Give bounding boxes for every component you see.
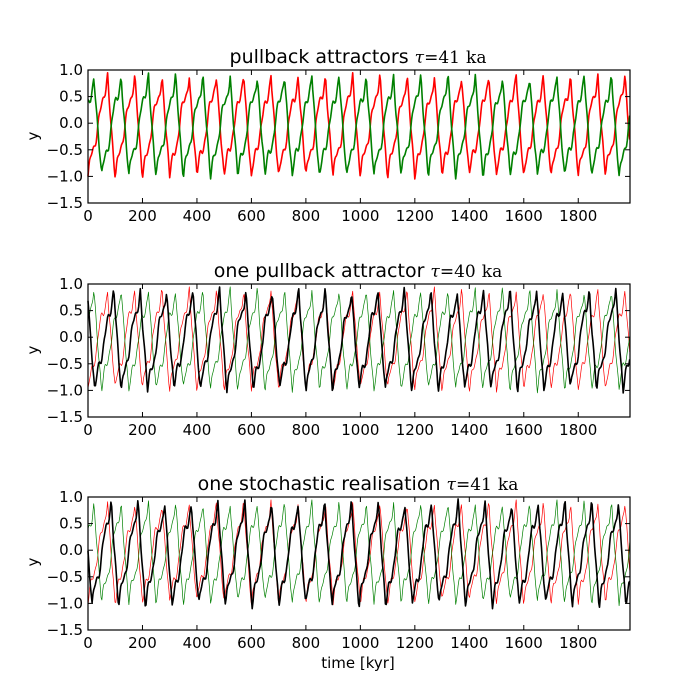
panel-1-ytick-label: 0.5 <box>59 88 83 106</box>
panel-2-ytick-label: 1.0 <box>59 275 83 293</box>
panel-2-xtick-label: 600 <box>237 421 266 439</box>
panel-3-xtick-label: 600 <box>237 634 266 652</box>
panel-2-series-attractor <box>87 286 631 394</box>
panel-3-title: one stochastic realisation τ=41 ka <box>198 473 519 495</box>
panel-3-series-realisation <box>87 498 631 610</box>
panel-3-ytick-label: 0.5 <box>59 515 83 533</box>
panel-3-axes-frame <box>87 496 631 631</box>
panel-2-ytick-label: −1.0 <box>47 381 83 399</box>
panel-1-xtick-label: 1000 <box>341 207 379 225</box>
panel-1-ytick-label: −0.5 <box>47 141 83 159</box>
panel-3-ylabel: y <box>24 557 42 566</box>
panel-2-ytick-label: −1.5 <box>47 408 83 426</box>
panel-1-ylabel: y <box>24 131 42 140</box>
panel-3-ytick-label: −0.5 <box>47 568 83 586</box>
panel-2-xtick-label: 1200 <box>396 421 434 439</box>
panel-1-xtick-label: 400 <box>183 207 212 225</box>
panel-1-xtick-label: 0 <box>83 207 93 225</box>
panel-2-title: one pullback attractor τ=40 ka <box>214 260 502 282</box>
panel-2-xtick-label: 200 <box>128 421 157 439</box>
panel-2-series-reference-B <box>87 286 631 394</box>
panel-3-xtick-label: 1000 <box>341 634 379 652</box>
panel-2-xtick-label: 1600 <box>505 421 543 439</box>
panel-3-ytick-label: 1.0 <box>59 488 83 506</box>
panel-3-xlabel: time [kyr] <box>321 654 395 672</box>
panel-1-xtick-label: 1600 <box>505 207 543 225</box>
panel-3-xtick-label: 0 <box>83 634 93 652</box>
panel-1-xtick-label: 200 <box>128 207 157 225</box>
panel-3-xtick-label: 1200 <box>396 634 434 652</box>
panel-1-xtick-label: 1800 <box>559 207 597 225</box>
panel-1-ytick-label: 1.0 <box>59 61 83 79</box>
panel-2-xtick-label: 0 <box>83 421 93 439</box>
panel-3: one stochastic realisation τ=41 ka y tim… <box>24 473 631 672</box>
panel-1-ytick-label: 0.0 <box>59 114 83 132</box>
panel-3-xtick-label: 1600 <box>505 634 543 652</box>
panel-3-ytick-label: 0.0 <box>59 541 83 559</box>
panel-3-ytick-label: −1.0 <box>47 594 83 612</box>
panel-3-xtick-label: 400 <box>183 634 212 652</box>
panel-1-xtick-label: 1400 <box>450 207 488 225</box>
panel-1: pullback attractors τ=41 ka y 0 200 400 600… <box>24 46 631 225</box>
panel-1-title: pullback attractors τ=41 ka <box>230 46 487 68</box>
panel-1-axes-frame <box>87 69 631 204</box>
panel-2-series-reference-A <box>87 286 631 393</box>
panel-2-ytick-label: 0.5 <box>59 302 83 320</box>
panel-3-xtick-label: 1800 <box>559 634 597 652</box>
panel-2-xtick-label: 1400 <box>450 421 488 439</box>
panel-2: one pullback attractor τ=40 ka y 0 200 400… <box>24 260 631 439</box>
panel-1-ytick-label: −1.0 <box>47 167 83 185</box>
panel-2-ytick-label: −0.5 <box>47 355 83 373</box>
panel-1-xtick-label: 600 <box>237 207 266 225</box>
panel-2-axes-frame <box>87 283 631 418</box>
panel-3-xtick-label: 1400 <box>450 634 488 652</box>
panel-1-xtick-label: 800 <box>292 207 321 225</box>
panel-2-ytick-label: 0.0 <box>59 328 83 346</box>
panel-2-xtick-label: 800 <box>292 421 321 439</box>
panel-3-xtick-label: 800 <box>292 634 321 652</box>
panel-3-series-reference-B <box>87 499 631 607</box>
panel-2-ylabel: y <box>24 345 42 354</box>
panel-1-ytick-label: −1.5 <box>47 194 83 212</box>
panel-3-xtick-label: 200 <box>128 634 157 652</box>
panel-1-xtick-label: 1200 <box>396 207 434 225</box>
panel-1-series-attractor-A <box>87 72 631 180</box>
panel-1-series-attractor-B <box>87 72 631 180</box>
panel-3-ytick-label: −1.5 <box>47 621 83 639</box>
panel-2-xtick-label: 1800 <box>559 421 597 439</box>
panel-2-xtick-label: 400 <box>183 421 212 439</box>
panel-2-xtick-label: 1000 <box>341 421 379 439</box>
